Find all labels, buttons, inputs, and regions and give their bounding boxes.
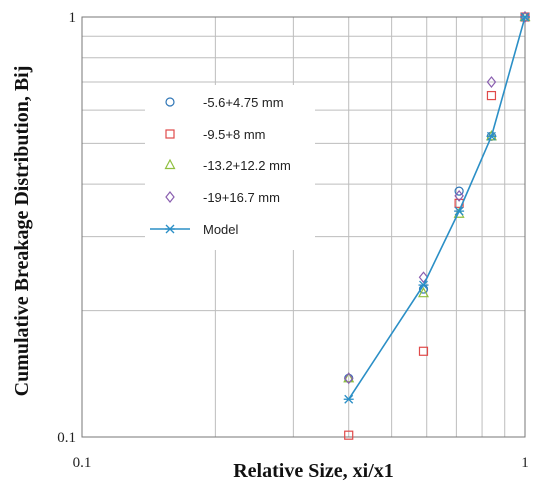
legend-label: -13.2+12.2 mm [203, 158, 291, 173]
data-point [343, 394, 354, 404]
data-point [454, 206, 465, 216]
legend-label: -19+16.7 mm [203, 190, 280, 205]
series-5 [343, 12, 530, 404]
square-marker [418, 346, 429, 356]
legend-item: Model [150, 222, 239, 237]
legend-item: -5.6+4.75 mm [165, 95, 284, 110]
data-point [344, 430, 354, 440]
series-2 [344, 12, 530, 440]
legend-item: -9.5+8 mm [165, 127, 266, 142]
circle-marker [454, 186, 464, 196]
legend-label: -9.5+8 mm [203, 127, 266, 142]
data-point [418, 280, 429, 290]
diamond-marker [343, 372, 354, 385]
circle-marker [165, 97, 175, 107]
plot-area [81, 16, 526, 438]
diamond-marker [520, 11, 530, 23]
series-1 [344, 12, 530, 383]
series-layer [343, 10, 531, 440]
data-point [486, 76, 497, 89]
x-axis-title: Relative Size, xi/x1 [233, 460, 394, 482]
x-tick-label-min: 0.1 [73, 455, 92, 471]
data-point [454, 186, 464, 196]
data-point [520, 11, 530, 23]
triangle-marker [519, 10, 531, 22]
data-point [519, 10, 531, 22]
y-tick-label-min: 0.1 [57, 430, 76, 446]
data-point [486, 90, 497, 101]
diamond-marker [454, 189, 464, 202]
x-tick-label-max: 1 [521, 455, 529, 471]
square-marker [486, 90, 497, 101]
model-line [348, 16, 526, 400]
legend: -5.6+4.75 mm -9.5+8 mm -13.2+12.2 mm -19+16… [145, 85, 315, 250]
diamond-marker [418, 271, 429, 284]
legend-label: Model [203, 222, 239, 237]
data-point [418, 346, 429, 356]
data-point [417, 286, 429, 298]
legend-label: -5.6+4.75 mm [203, 95, 284, 110]
diamond-marker [486, 76, 497, 89]
legend-item: -13.2+12.2 mm [164, 158, 291, 173]
series-3 [343, 10, 531, 383]
square-marker [344, 430, 354, 440]
data-point [485, 129, 497, 141]
triangle-marker [164, 158, 176, 170]
triangle-marker [343, 371, 355, 383]
y-tick-label-max: 1 [69, 10, 77, 26]
data-point [343, 372, 354, 385]
data-point [486, 131, 497, 141]
data-point [520, 12, 530, 22]
diamond-marker [165, 191, 175, 203]
series-4 [343, 11, 530, 385]
legend-item: -19+16.7 mm [165, 190, 280, 205]
data-point [343, 371, 355, 383]
triangle-marker [417, 286, 429, 298]
data-point [454, 189, 464, 202]
triangle-marker [485, 129, 497, 141]
square-marker [165, 129, 175, 139]
data-point [418, 271, 429, 284]
y-axis-title: Cumulative Breakage Distribution, Bij [11, 66, 33, 397]
